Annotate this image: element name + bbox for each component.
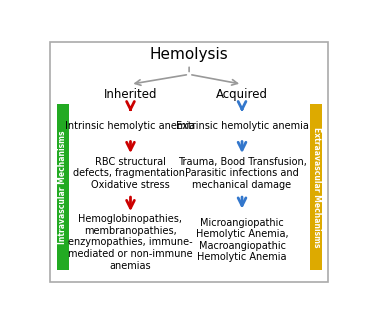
Text: Extraavascular Mechanisms: Extraavascular Mechanisms [311, 126, 321, 247]
Text: Hemoglobinopathies,
membranopathies,
enzymopathies, immune-
mediated or non-immu: Hemoglobinopathies, membranopathies, enz… [68, 214, 193, 271]
Text: Extrinsic hemolytic anemia: Extrinsic hemolytic anemia [176, 121, 308, 131]
Text: Intrinsic hemolytic anemia: Intrinsic hemolytic anemia [65, 121, 196, 131]
Text: Microangiopathic
Hemolytic Anemia,
Macroangiopathic
Hemolytic Anemia: Microangiopathic Hemolytic Anemia, Macro… [196, 218, 288, 262]
Text: Inherited: Inherited [104, 88, 157, 100]
Bar [310, 104, 322, 270]
Text: Hemolysis: Hemolysis [150, 47, 228, 62]
Bar [57, 104, 69, 270]
Text: Intravascular Mechanisms: Intravascular Mechanisms [59, 130, 68, 244]
FancyBboxPatch shape [51, 42, 328, 282]
Text: Acquired: Acquired [216, 88, 268, 100]
Text: Trauma, Bood Transfusion,
Parasitic infections and
mechanical damage: Trauma, Bood Transfusion, Parasitic infe… [177, 157, 307, 190]
Text: RBC structural
defects, fragmentation,
Oxidative stress: RBC structural defects, fragmentation, O… [73, 157, 188, 190]
